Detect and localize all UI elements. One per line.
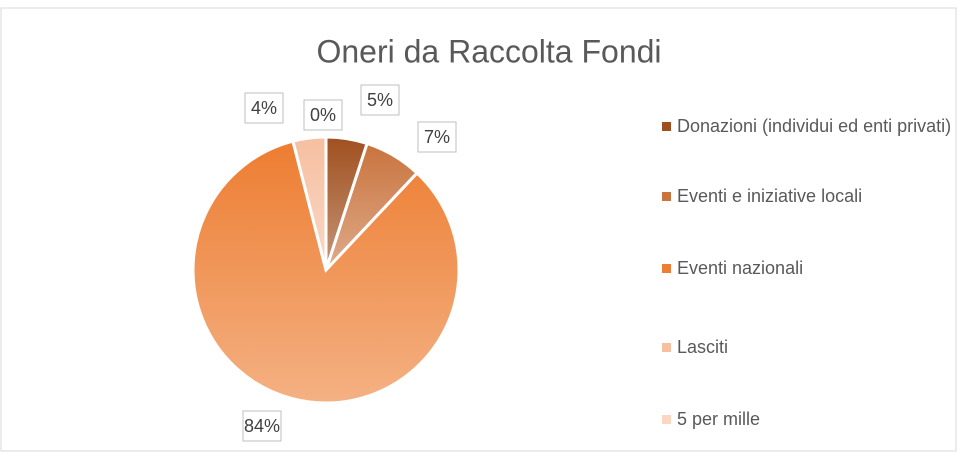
label-box [244,92,284,124]
legend-item: Eventi e iniziative locali [662,182,952,210]
legend-item: Eventi nazionali [662,254,952,282]
label-box [417,121,457,153]
label-box [242,410,282,442]
legend-label: Eventi nazionali [677,258,804,278]
data-label: 5% [367,90,393,110]
legend-label: Donazioni (individui ed enti privati) [677,116,952,136]
label-box [360,84,400,116]
data-label: 84% [244,416,280,436]
legend-swatch [662,415,671,424]
pie-slice [191,139,461,405]
data-label: 7% [424,127,450,147]
chart-frame [0,7,957,452]
data-label: 0% [310,105,336,125]
legend-item: Donazioni (individui ed enti privati) [662,112,952,140]
legend-label: Lasciti [677,337,729,357]
legend-swatch [662,192,671,201]
label-box [303,99,343,131]
legend-item: Lasciti [662,333,952,361]
legend-label: 5 per mille [677,409,761,429]
chart-title: Oneri da Raccolta Fondi [316,33,661,69]
legend-swatch [662,122,671,131]
legend-swatch [662,264,671,273]
data-label: 4% [251,98,277,118]
legend-item: 5 per mille [662,405,952,433]
legend-label: Eventi e iniziative locali [677,186,863,206]
legend-swatch [662,343,671,352]
